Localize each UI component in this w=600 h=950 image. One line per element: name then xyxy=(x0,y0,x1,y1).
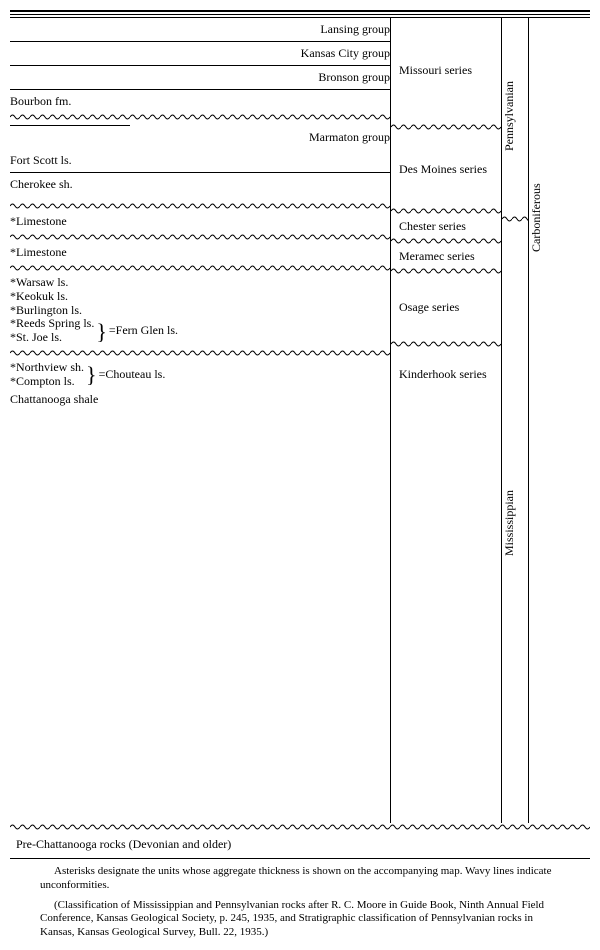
series-missouri: Missouri series xyxy=(391,18,501,123)
formation-fortscott: Fort Scott ls. xyxy=(10,149,390,173)
footnote-1: Asterisks designate the units whose aggr… xyxy=(10,859,590,893)
series-meramec: Meramec series xyxy=(391,245,501,267)
formation-chattanooga: Chattanooga shale xyxy=(10,393,390,407)
formation-cherokee: Cherokee sh. xyxy=(10,173,390,202)
formation-bourbon: Bourbon fm. xyxy=(10,90,390,113)
series-osage: Osage series xyxy=(391,275,501,340)
stratigraphic-chart: Lansing group Kansas City group Bronson … xyxy=(10,10,590,940)
system-miss: Mississippian xyxy=(502,223,528,823)
unconformity-base xyxy=(10,823,590,831)
series-chester: Chester series xyxy=(391,215,501,237)
formation-kansascity: Kansas City group xyxy=(10,42,390,66)
formation-stjoe: *St. Joe ls. xyxy=(10,331,94,345)
unconformity-4 xyxy=(10,264,390,272)
system-miss-label: Mississippian xyxy=(502,223,517,823)
formation-fernglen: =Fern Glen ls. xyxy=(109,324,178,338)
series-column: Missouri series Des Moines series Cheste… xyxy=(390,18,501,823)
system-penn-label: Pennsylvanian xyxy=(502,18,517,215)
formation-limestone-chester: *Limestone xyxy=(10,210,390,233)
footnote-2: (Classification of Mississippian and Pen… xyxy=(10,893,590,940)
formation-compton: *Compton ls. xyxy=(10,375,84,389)
marmaton-label: Marmaton group xyxy=(309,130,390,144)
formation-marmaton: Marmaton group xyxy=(10,121,390,149)
formation-warsaw: *Warsaw ls. xyxy=(10,276,390,290)
era-column: Carboniferous xyxy=(528,18,555,823)
series-kinderhook: Kinderhook series xyxy=(391,348,501,400)
main-grid: Lansing group Kansas City group Bronson … xyxy=(10,17,590,823)
formation-limestone-meramec: *Limestone xyxy=(10,241,390,264)
system-unconf xyxy=(502,215,528,223)
formation-prechat: Pre-Chattanooga rocks (Devonian and olde… xyxy=(10,831,590,858)
formations-column: Lansing group Kansas City group Bronson … xyxy=(10,18,390,823)
series-unconf-4 xyxy=(391,267,501,275)
brace-icon-2: } xyxy=(86,369,97,380)
system-column: Pennsylvanian Mississippian xyxy=(501,18,528,823)
formation-reeds: *Reeds Spring ls. xyxy=(10,317,94,331)
formation-bronson: Bronson group xyxy=(10,66,390,90)
series-unconf-1 xyxy=(391,123,501,131)
formation-kinderhook-group: *Northview sh. *Compton ls. } =Chouteau … xyxy=(10,357,390,410)
formation-chouteau: =Chouteau ls. xyxy=(99,368,166,382)
series-unconf-3 xyxy=(391,237,501,245)
unconformity-5 xyxy=(10,349,390,357)
series-unconf-5 xyxy=(391,340,501,348)
series-unconf-2 xyxy=(391,207,501,215)
formation-lansing: Lansing group xyxy=(10,18,390,42)
formation-burlington: *Burlington ls. xyxy=(10,304,390,318)
system-penn: Pennsylvanian xyxy=(502,18,528,215)
top-double-rule xyxy=(10,10,590,15)
unconformity-1 xyxy=(10,113,390,121)
era-label: Carboniferous xyxy=(529,18,544,418)
unconformity-2 xyxy=(10,202,390,210)
brace-icon: } xyxy=(96,326,107,337)
series-desmoines: Des Moines series xyxy=(391,131,501,207)
formation-northview: *Northview sh. xyxy=(10,361,84,375)
unconformity-3 xyxy=(10,233,390,241)
formation-keokuk: *Keokuk ls. xyxy=(10,290,390,304)
formation-osage-group: *Warsaw ls. *Keokuk ls. *Burlington ls. … xyxy=(10,272,390,349)
